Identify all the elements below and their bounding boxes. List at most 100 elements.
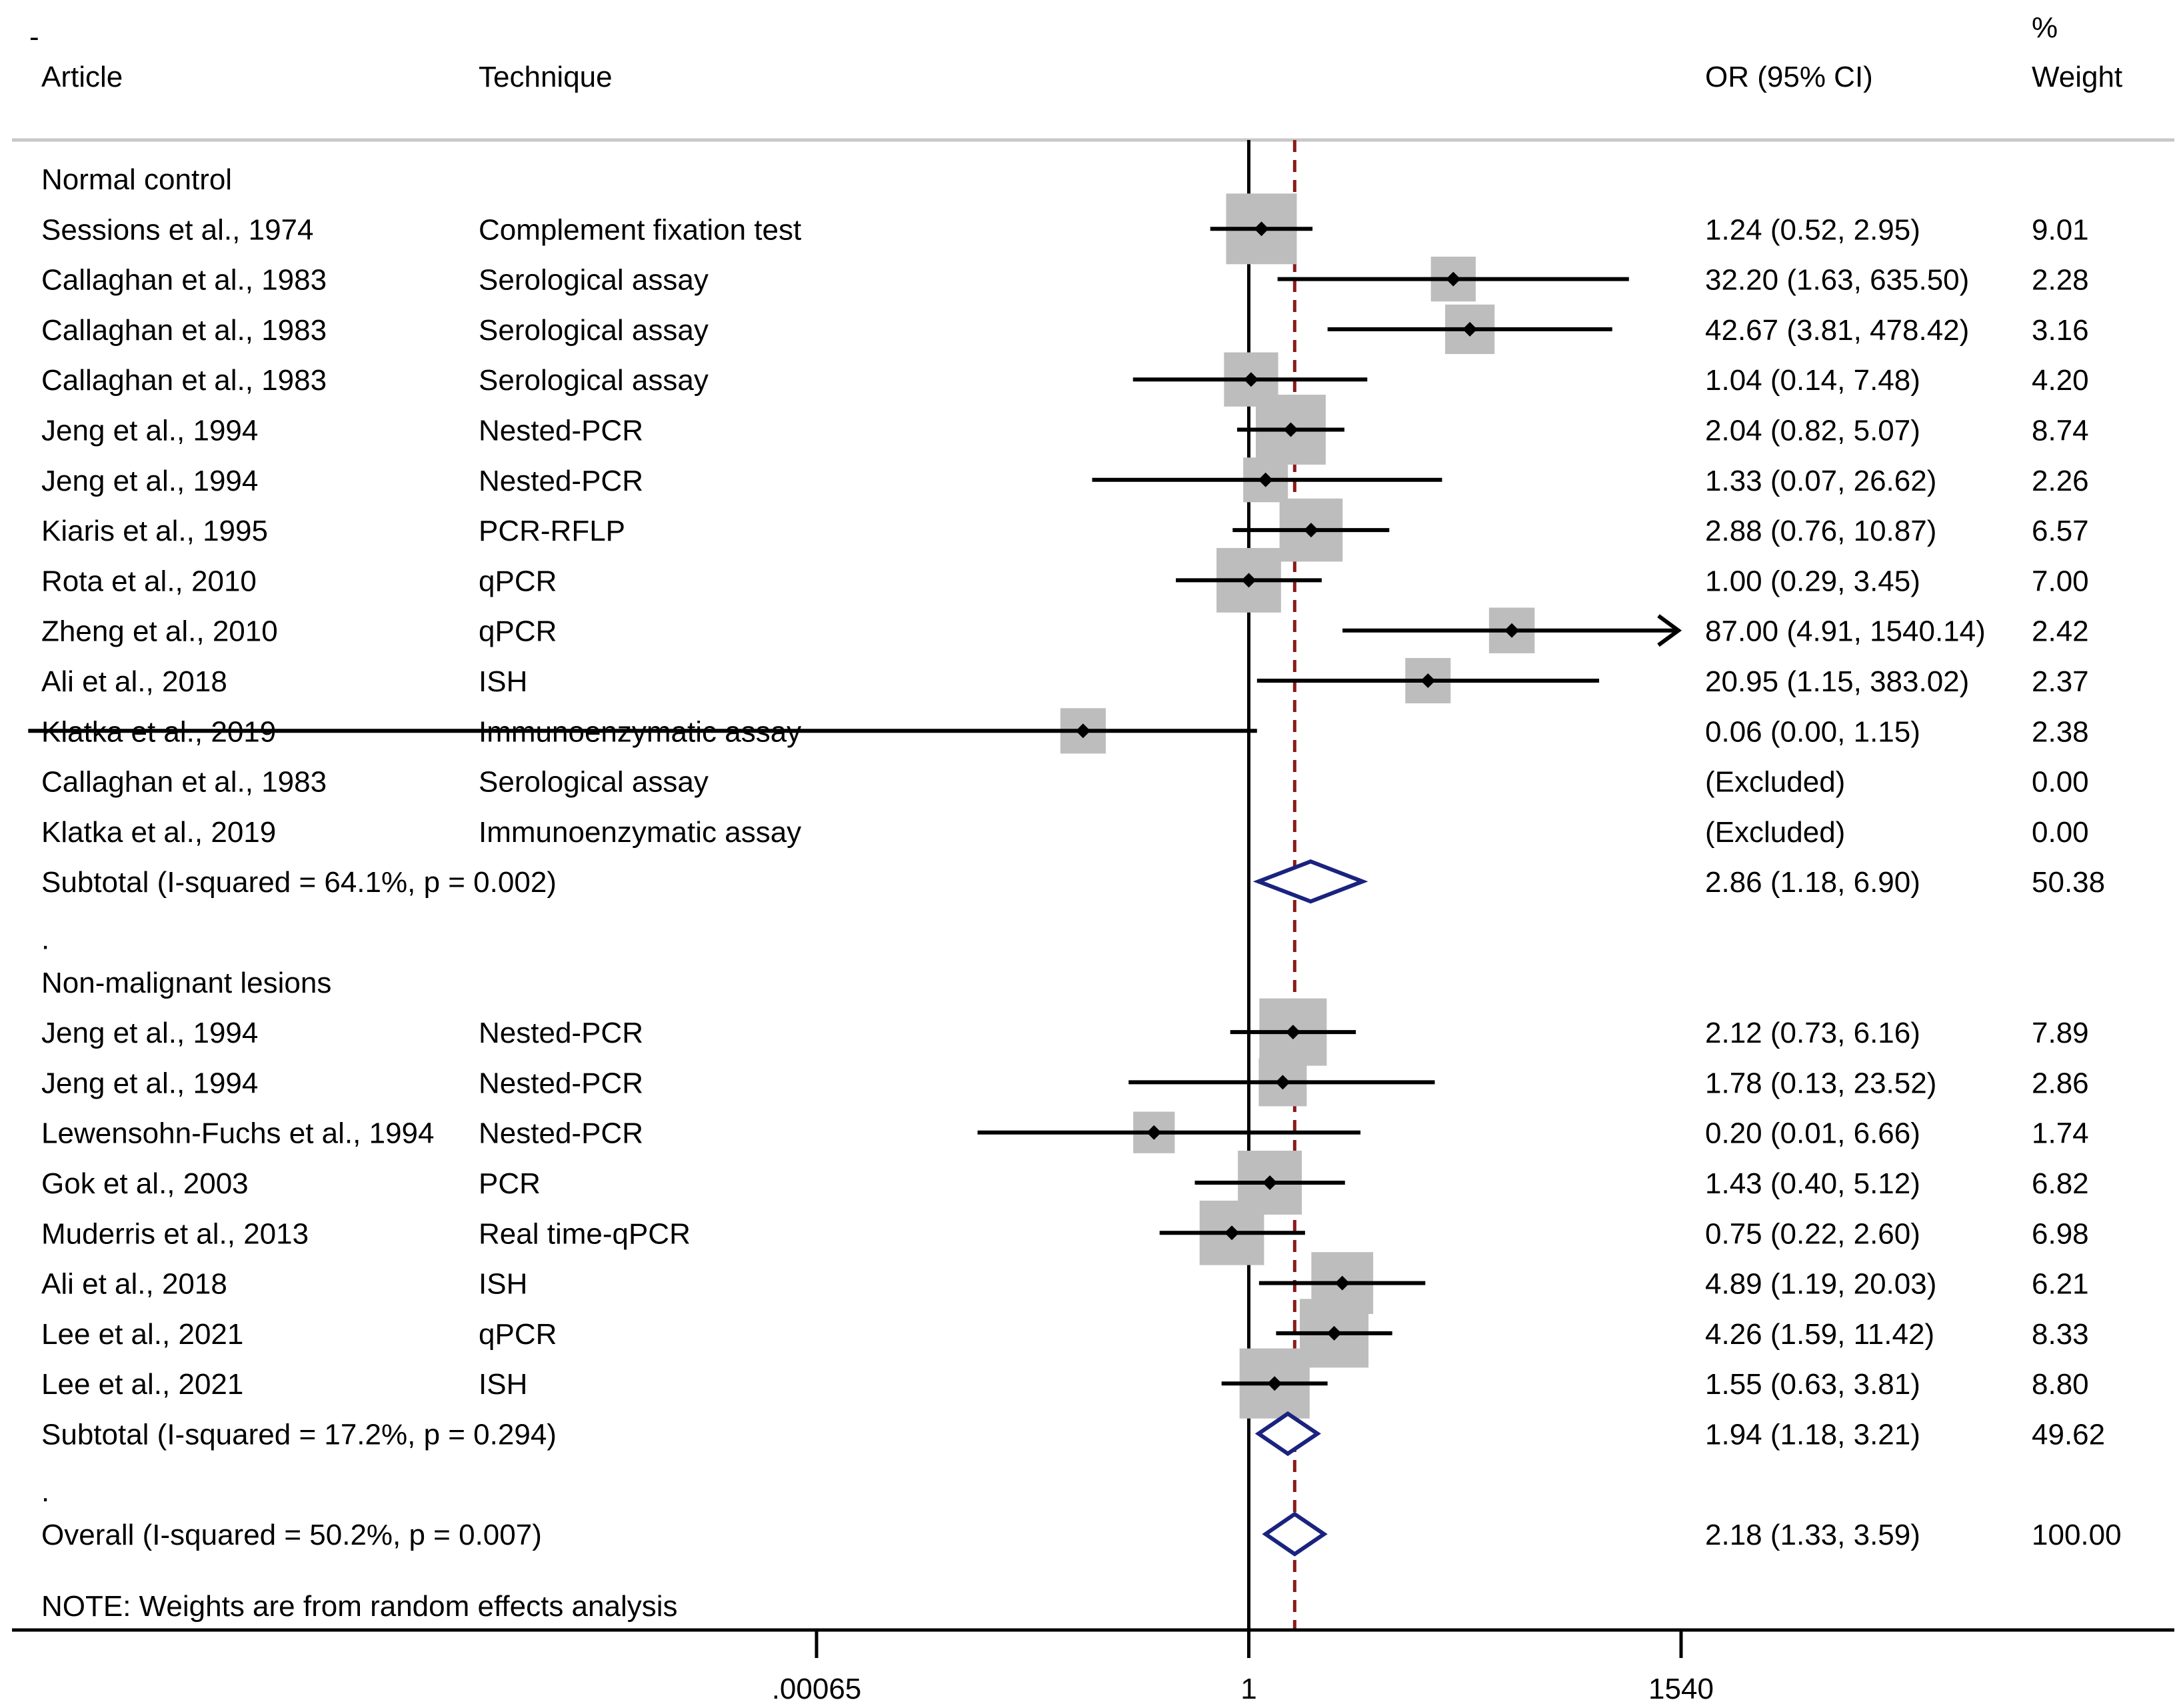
header-or-ci: OR (95% CI) (1705, 61, 1873, 93)
study-technique: qPCR (479, 615, 557, 648)
study-technique: PCR (479, 1167, 541, 1200)
study-article: Ali et al., 2018 (41, 665, 227, 698)
study-article: Kiaris et al., 1995 (41, 515, 268, 547)
study-or-ci: 1.78 (0.13, 23.52) (1705, 1067, 1936, 1099)
study-or-ci: 20.95 (1.15, 383.02) (1705, 665, 1969, 698)
study-or-ci: 87.00 (4.91, 1540.14) (1705, 615, 1986, 648)
x-axis: .00065 1 1540 (12, 1628, 2174, 1705)
point-estimate (1334, 1275, 1350, 1291)
study-or-ci: 2.12 (0.73, 6.16) (1705, 1017, 1920, 1049)
study-or-ci: 1.00 (0.29, 3.45) (1705, 565, 1920, 597)
study-or-ci: 0.20 (0.01, 6.66) (1705, 1117, 1920, 1150)
study-article: Callaghan et al., 1983 (41, 364, 327, 397)
table-rows: Normal control Sessions et al., 1974 Compl… (41, 163, 2122, 1551)
study-article: Jeng et al., 1994 (41, 415, 258, 447)
x-tick-label: 1 (1240, 1673, 1256, 1705)
study-or-ci: 32.20 (1.63, 635.50) (1705, 264, 1969, 297)
header-technique: Technique (479, 61, 613, 93)
study-or-ci: 2.04 (0.82, 5.07) (1705, 415, 1920, 447)
subtotal-diamond (1254, 1411, 1321, 1457)
group-label: Non-malignant lesions (41, 967, 331, 999)
group-label: Normal control (41, 163, 232, 196)
point-estimate (1224, 1225, 1240, 1241)
study-weight: 4.20 (2032, 364, 2089, 397)
study-weight: 1.74 (2032, 1117, 2089, 1150)
point-estimate (1283, 422, 1298, 437)
overall-diamond (1262, 1511, 1328, 1557)
study-technique: Nested-PCR (479, 1017, 643, 1049)
study-or-ci: 1.43 (0.40, 5.12) (1705, 1167, 1920, 1200)
study-technique: qPCR (479, 565, 557, 597)
point-estimate (1303, 523, 1318, 538)
subtotal-weight: 50.38 (2032, 866, 2105, 899)
study-or-ci: 1.24 (0.52, 2.95) (1705, 213, 1920, 246)
note-text: NOTE: Weights are from random effects an… (41, 1590, 678, 1623)
study-or-ci: 4.89 (1.19, 20.03) (1705, 1268, 1936, 1301)
study-weight: 6.98 (2032, 1217, 2089, 1250)
subtotal-weight: 49.62 (2032, 1419, 2105, 1451)
study-technique: Nested-PCR (479, 415, 643, 447)
study-or-ci: 0.75 (0.22, 2.60) (1705, 1217, 1920, 1250)
study-technique: Nested-PCR (479, 1067, 643, 1099)
overall-or-ci: 2.18 (1.33, 3.59) (1705, 1519, 1920, 1551)
study-article: Sessions et al., 1974 (41, 213, 313, 246)
study-weight: 2.86 (2032, 1067, 2089, 1099)
study-article: Jeng et al., 1994 (41, 1017, 258, 1049)
point-estimate (1262, 1175, 1278, 1190)
plot-marks (28, 193, 1682, 1557)
study-article: Klatka et al., 2019 (41, 816, 276, 849)
study-or-ci: 0.06 (0.00, 1.15) (1705, 715, 1920, 748)
study-weight: 0.00 (2032, 816, 2089, 849)
study-technique: PCR-RFLP (479, 515, 625, 547)
header-marker: - (29, 21, 39, 53)
point-estimate (1146, 1125, 1162, 1140)
spacer-dot: . (41, 923, 49, 956)
study-weight: 2.42 (2032, 615, 2089, 648)
point-estimate (1241, 573, 1256, 588)
subtotal-label: Subtotal (I-squared = 64.1%, p = 0.002) (41, 866, 557, 899)
table-header: - Article Technique OR (95% CI) % Weight (29, 11, 2122, 93)
study-technique: Nested-PCR (479, 465, 643, 497)
study-article: Lewensohn-Fuchs et al., 1994 (41, 1117, 435, 1150)
study-weight: 6.21 (2032, 1268, 2089, 1301)
subtotal-or-ci: 2.86 (1.18, 6.90) (1705, 866, 1920, 899)
header-weight: Weight (2032, 61, 2122, 93)
study-or-ci: (Excluded) (1705, 816, 1845, 849)
study-weight: 2.37 (2032, 665, 2089, 698)
study-weight: 7.89 (2032, 1017, 2089, 1049)
study-or-ci: 42.67 (3.81, 478.42) (1705, 314, 1969, 347)
study-technique: Complement fixation test (479, 213, 801, 246)
study-weight: 9.01 (2032, 213, 2089, 246)
study-weight: 2.28 (2032, 264, 2089, 297)
point-estimate (1504, 623, 1520, 638)
header-article: Article (41, 61, 123, 93)
point-estimate (1462, 321, 1478, 337)
spacer-dot: . (41, 1475, 49, 1508)
study-technique: Serological assay (479, 364, 709, 397)
study-article: Lee et al., 2021 (41, 1368, 243, 1401)
study-article: Callaghan et al., 1983 (41, 766, 327, 799)
study-article: Gok et al., 2003 (41, 1167, 249, 1200)
study-technique: Serological assay (479, 264, 709, 297)
study-technique: Real time-qPCR (479, 1217, 691, 1250)
study-technique: ISH (479, 1268, 527, 1301)
overall-weight: 100.00 (2032, 1519, 2122, 1551)
study-or-ci: 2.88 (0.76, 10.87) (1705, 515, 1936, 547)
study-or-ci: (Excluded) (1705, 766, 1845, 799)
study-weight: 8.74 (2032, 415, 2089, 447)
point-estimate (1254, 221, 1269, 237)
study-technique: Serological assay (479, 314, 709, 347)
point-estimate (1285, 1025, 1300, 1040)
study-article: Rota et al., 2010 (41, 565, 257, 597)
study-article: Zheng et al., 2010 (41, 615, 278, 648)
study-article: Jeng et al., 1994 (41, 1067, 258, 1099)
study-weight: 8.80 (2032, 1368, 2089, 1401)
study-article: Lee et al., 2021 (41, 1318, 243, 1351)
study-weight: 2.38 (2032, 715, 2089, 748)
study-weight: 7.00 (2032, 565, 2089, 597)
study-technique: qPCR (479, 1318, 557, 1351)
study-article: Callaghan et al., 1983 (41, 264, 327, 297)
study-or-ci: 4.26 (1.59, 11.42) (1705, 1318, 1934, 1351)
study-weight: 3.16 (2032, 314, 2089, 347)
